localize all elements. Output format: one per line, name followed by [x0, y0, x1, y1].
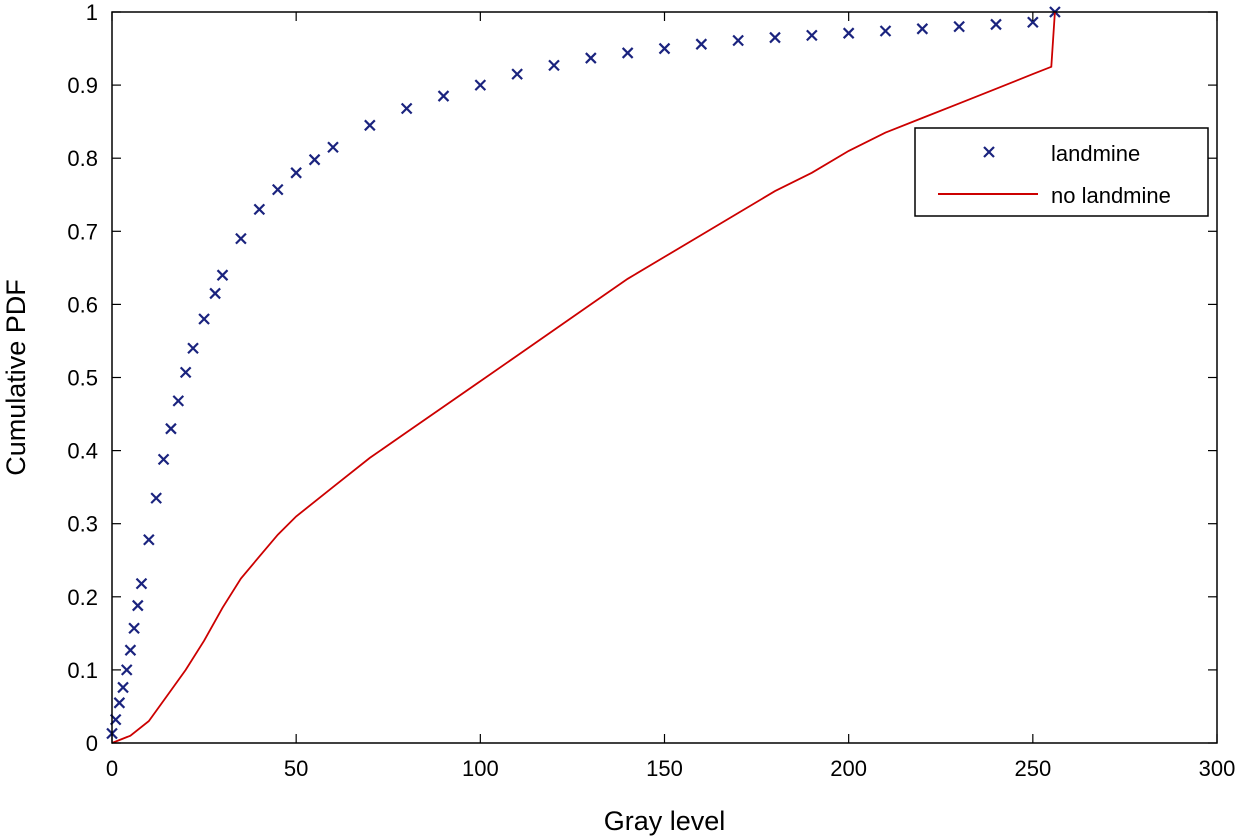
y-tick-label: 0	[86, 731, 98, 756]
x-tick-label: 300	[1199, 756, 1236, 781]
data-point	[132, 599, 144, 612]
data-point	[621, 47, 634, 59]
y-tick-label: 0.3	[67, 512, 98, 537]
data-point	[128, 622, 140, 635]
data-point	[253, 203, 266, 216]
data-point	[585, 52, 597, 64]
y-tick-label: 1	[86, 0, 98, 25]
data-point	[806, 29, 818, 42]
data-point	[198, 313, 210, 325]
data-point	[135, 577, 148, 590]
data-point	[120, 664, 133, 676]
data-point	[308, 153, 321, 166]
ticks-layer: 0 50 100 150 200 250 300 0 0.1 0.2 0.3 0.4 0.5 0.6 0.7…	[67, 0, 1235, 781]
data-point	[695, 38, 708, 50]
data-point	[271, 183, 284, 196]
series-layer	[106, 6, 1061, 744]
data-point	[150, 492, 162, 504]
y-tick-label: 0.6	[67, 292, 98, 317]
data-point	[1027, 16, 1039, 29]
y-tick-label: 0.8	[67, 146, 98, 171]
data-point	[327, 141, 339, 154]
data-point	[842, 27, 855, 39]
x-tick-label: 200	[830, 756, 867, 781]
data-point	[437, 90, 450, 102]
data-point	[364, 119, 376, 132]
y-tick-label: 0.4	[67, 439, 98, 464]
legend-x-marker	[983, 146, 995, 158]
x-tick-label: 0	[106, 756, 118, 781]
data-point	[143, 534, 155, 546]
data-point	[165, 422, 177, 435]
series-line-no-landmine	[111, 11, 1056, 744]
y-tick-label: 0.7	[67, 219, 98, 244]
data-point	[916, 23, 929, 35]
x-tick-label: 150	[646, 756, 683, 781]
data-point	[474, 79, 487, 91]
x-tick-label: 50	[284, 756, 308, 781]
y-tick-label: 0.5	[67, 366, 98, 391]
data-point	[290, 167, 302, 179]
data-point	[157, 453, 170, 466]
data-point	[124, 644, 137, 656]
data-point	[179, 366, 192, 379]
data-point	[172, 395, 185, 407]
data-point	[235, 232, 247, 245]
plot-frame	[111, 11, 1218, 744]
y-tick-label: 0.2	[67, 585, 98, 610]
legend-label-landmine: landmine	[1051, 141, 1140, 166]
x-tick-label: 250	[1014, 756, 1051, 781]
y-tick-label: 0.9	[67, 73, 98, 98]
data-point	[216, 269, 229, 281]
y-tick-label: 0.1	[67, 658, 98, 683]
data-point	[400, 102, 413, 115]
data-point	[209, 287, 221, 300]
x-tick-label: 100	[462, 756, 499, 781]
data-point	[113, 697, 126, 709]
data-point	[117, 681, 129, 694]
x-axis-label: Gray level	[604, 806, 726, 836]
data-point	[769, 31, 781, 44]
legend-box	[914, 127, 1209, 217]
legend: landmine no landmine	[914, 127, 1209, 217]
data-point	[990, 18, 1002, 31]
legend-marker-landmine	[983, 146, 995, 158]
data-point	[187, 342, 199, 355]
data-point	[658, 42, 671, 55]
data-point	[879, 25, 892, 37]
data-point	[953, 20, 965, 33]
y-axis-label: Cumulative PDF	[1, 279, 31, 476]
legend-label-no-landmine: no landmine	[1051, 183, 1171, 208]
series-markers-landmine	[106, 6, 1061, 740]
data-point	[511, 68, 523, 80]
data-point	[548, 59, 560, 72]
data-point	[732, 34, 744, 47]
